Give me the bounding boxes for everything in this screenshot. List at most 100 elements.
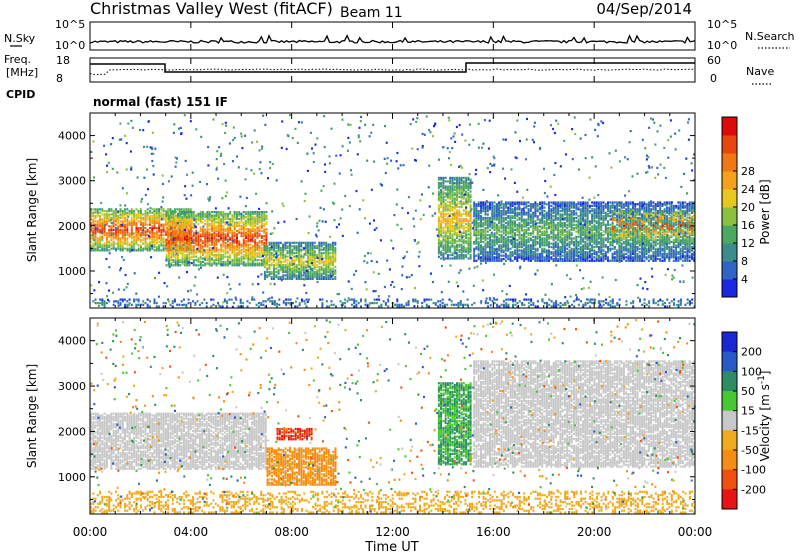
power-cell [577,203,580,206]
power-cell [117,242,120,245]
power-cell [293,245,296,248]
power-cell [550,256,553,259]
power-cell [557,237,560,240]
power-cell [286,250,289,253]
power-cell [597,256,600,259]
power-cell [322,270,325,274]
power-cell [561,254,564,257]
nave-label: Nave [746,65,774,78]
power-cell [566,218,569,221]
power-cell [284,245,287,248]
power-cell [142,213,145,216]
power-cell [295,250,298,253]
power-cell [245,257,247,260]
power-cell [591,208,594,211]
power-cell [541,242,544,245]
power-cell [313,272,316,275]
power-cell [482,206,485,209]
power-cell [453,188,456,191]
power-cell [500,225,503,228]
power-cell [190,257,193,260]
power-cell [251,247,254,250]
power-cell [511,227,514,230]
power-cell [211,252,213,255]
power-cell [440,224,443,228]
power-cell [613,204,616,207]
power-cell [162,245,165,249]
power-cell [206,236,209,239]
power-cell [298,264,300,267]
power-cell [96,223,99,226]
power-cell [584,228,587,231]
power-cell [600,216,603,219]
power-cell [477,258,480,261]
power-cell [604,215,607,218]
power-cell [92,218,95,221]
power-cell [462,183,465,186]
power-cell [238,221,241,224]
power-cell [94,211,97,214]
power-cell [584,251,587,254]
power-cell [460,202,463,205]
power-cell [229,257,232,260]
power-cell [451,187,454,190]
power-cell [186,243,188,246]
power-cell [586,235,589,238]
power-cell [105,215,108,218]
power-cell [451,214,454,217]
power-cell [525,251,528,254]
power-cell [460,190,463,193]
power-cell [137,228,140,231]
power-cell [586,208,589,211]
power-cell [233,253,236,257]
power-cell [595,203,598,206]
power-cell [613,256,616,259]
power-cell [179,248,182,251]
power-cell [462,250,465,253]
power-cell [473,247,476,250]
power-cell [320,276,323,279]
power-cell [573,247,575,250]
power-cell [242,235,245,238]
power-cell [458,221,461,224]
power-cell [597,247,600,250]
power-cell [480,251,482,254]
power-cell [229,211,232,214]
power-cell [96,227,99,230]
power-cell [500,247,503,250]
power-cell [99,232,102,235]
power-cell [456,218,458,221]
power-cell [233,260,236,263]
power-cell [543,258,546,261]
power-cell [309,252,312,255]
power-cell [332,267,334,270]
power-cell [245,235,247,238]
power-cell [245,212,247,215]
power-cell [236,240,238,243]
power-cell [273,269,275,272]
power-cell [600,210,603,213]
power-cell [174,217,177,221]
power-cell [502,228,505,231]
power-cell [458,212,461,215]
power-cell [160,230,163,233]
power-cell [591,210,594,213]
power-cell [570,232,573,235]
power-cell [500,246,503,249]
power-cell [192,245,195,248]
power-cell [318,243,321,246]
power-cell [451,230,454,233]
power-cell [186,235,188,238]
power-cell [187,220,190,223]
power-cell [548,208,550,211]
power-cell [183,217,186,221]
power-cell [224,247,227,250]
power-cell [475,237,478,240]
power-cell [291,253,294,256]
power-cell [226,212,229,215]
power-cell [256,214,259,217]
power-cell [192,240,195,243]
power-cell [242,216,245,219]
power-cell [217,212,220,215]
power-cell [226,264,229,267]
